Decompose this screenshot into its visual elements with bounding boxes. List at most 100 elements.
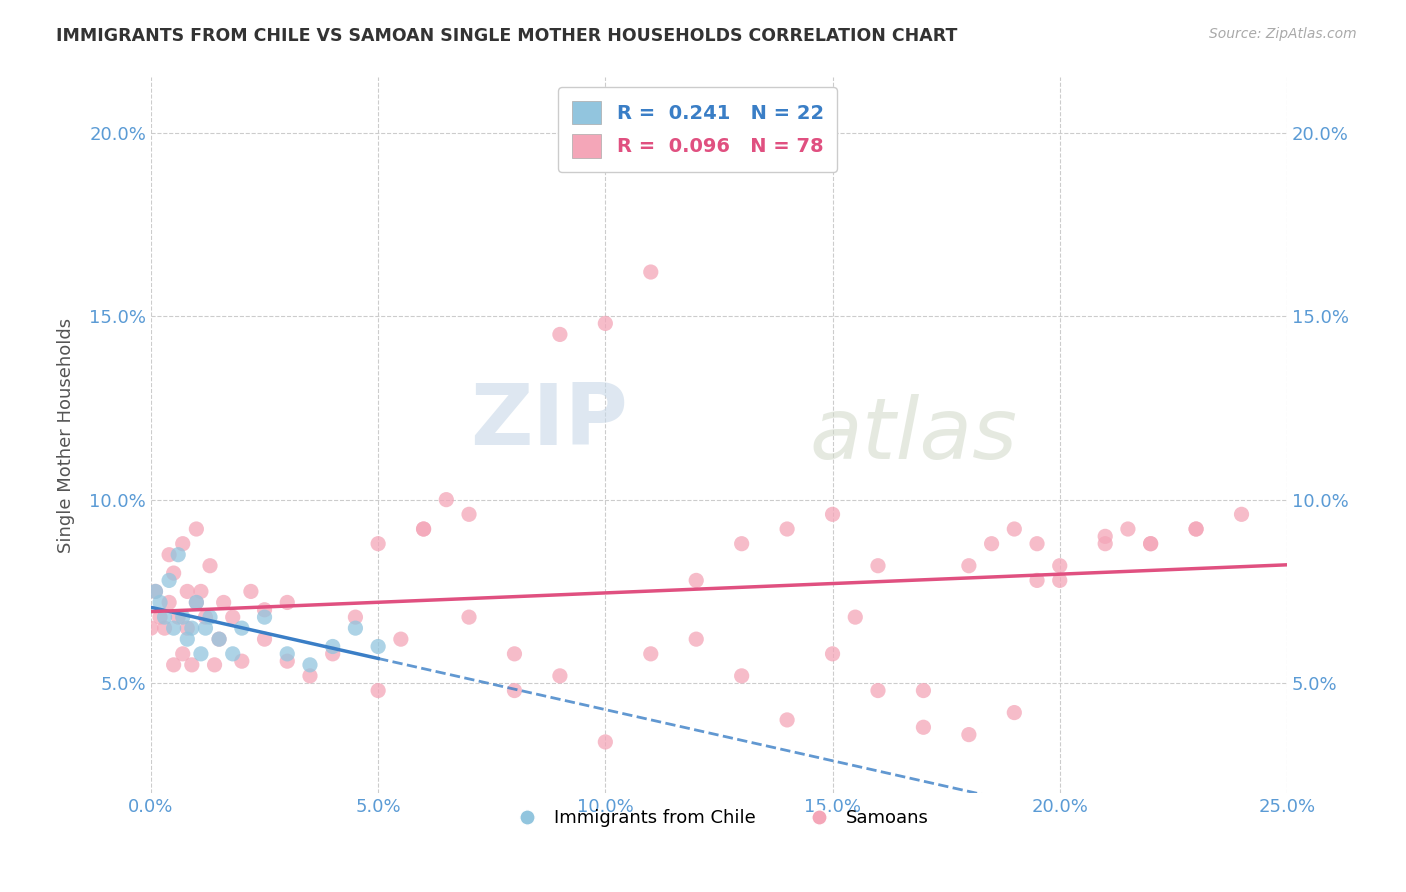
- Point: [957, 728, 980, 742]
- Point: [180, 657, 202, 672]
- Point: [298, 669, 321, 683]
- Point: [163, 657, 186, 672]
- Point: [208, 632, 231, 647]
- Point: [1026, 537, 1049, 551]
- Point: [1002, 522, 1025, 536]
- Point: [172, 647, 194, 661]
- Point: [980, 537, 1002, 551]
- Point: [163, 621, 186, 635]
- Point: [145, 584, 167, 599]
- Point: [1230, 508, 1253, 522]
- Point: [253, 610, 276, 624]
- Point: [172, 537, 194, 551]
- Point: [1094, 537, 1116, 551]
- Point: [344, 610, 367, 624]
- Legend: Immigrants from Chile, Samoans: Immigrants from Chile, Samoans: [502, 802, 936, 834]
- Point: [434, 492, 457, 507]
- Point: [458, 610, 481, 624]
- Point: [298, 657, 321, 672]
- Point: [1139, 537, 1161, 551]
- Point: [640, 647, 662, 661]
- Point: [548, 327, 571, 342]
- Point: [821, 508, 844, 522]
- Text: Source: ZipAtlas.com: Source: ZipAtlas.com: [1209, 27, 1357, 41]
- Text: ZIP: ZIP: [471, 380, 628, 463]
- Point: [176, 621, 198, 635]
- Point: [866, 558, 889, 573]
- Point: [157, 574, 180, 588]
- Point: [412, 522, 434, 536]
- Point: [912, 720, 935, 734]
- Point: [548, 669, 571, 683]
- Point: [503, 647, 526, 661]
- Point: [821, 647, 844, 661]
- Text: IMMIGRANTS FROM CHILE VS SAMOAN SINGLE MOTHER HOUSEHOLDS CORRELATION CHART: IMMIGRANTS FROM CHILE VS SAMOAN SINGLE M…: [56, 27, 957, 45]
- Point: [157, 548, 180, 562]
- Point: [157, 595, 180, 609]
- Point: [412, 522, 434, 536]
- Point: [253, 603, 276, 617]
- Point: [1116, 522, 1139, 536]
- Point: [194, 621, 217, 635]
- Point: [139, 621, 162, 635]
- Point: [640, 265, 662, 279]
- Point: [167, 610, 190, 624]
- Point: [1185, 522, 1208, 536]
- Point: [186, 522, 208, 536]
- Point: [167, 548, 190, 562]
- Point: [776, 713, 799, 727]
- Point: [222, 610, 245, 624]
- Point: [276, 654, 298, 668]
- Point: [731, 537, 754, 551]
- Point: [322, 647, 344, 661]
- Point: [389, 632, 412, 647]
- Point: [1185, 522, 1208, 536]
- Point: [866, 683, 889, 698]
- Point: [172, 610, 194, 624]
- Point: [685, 574, 707, 588]
- Point: [503, 683, 526, 698]
- Point: [685, 632, 707, 647]
- Point: [1139, 537, 1161, 551]
- Point: [322, 640, 344, 654]
- Point: [176, 632, 198, 647]
- Point: [458, 508, 481, 522]
- Point: [1002, 706, 1025, 720]
- Point: [145, 584, 167, 599]
- Point: [222, 647, 245, 661]
- Text: atlas: atlas: [810, 394, 1018, 477]
- Point: [176, 584, 198, 599]
- Point: [1026, 574, 1049, 588]
- Point: [1094, 529, 1116, 543]
- Point: [180, 621, 202, 635]
- Point: [276, 595, 298, 609]
- Point: [190, 647, 212, 661]
- Point: [367, 640, 389, 654]
- Point: [163, 566, 186, 580]
- Point: [149, 595, 172, 609]
- Point: [149, 610, 172, 624]
- Point: [204, 657, 226, 672]
- Point: [198, 610, 221, 624]
- Point: [231, 621, 253, 635]
- Point: [731, 669, 754, 683]
- Point: [344, 621, 367, 635]
- Point: [844, 610, 866, 624]
- Point: [208, 632, 231, 647]
- Point: [198, 558, 221, 573]
- Point: [595, 317, 617, 331]
- Point: [190, 584, 212, 599]
- Point: [276, 647, 298, 661]
- Y-axis label: Single Mother Households: Single Mother Households: [58, 318, 75, 553]
- Point: [957, 558, 980, 573]
- Point: [212, 595, 235, 609]
- Point: [1049, 558, 1071, 573]
- Point: [367, 537, 389, 551]
- Point: [231, 654, 253, 668]
- Point: [912, 683, 935, 698]
- Point: [367, 683, 389, 698]
- Point: [186, 595, 208, 609]
- Point: [153, 610, 176, 624]
- Point: [153, 621, 176, 635]
- Point: [239, 584, 262, 599]
